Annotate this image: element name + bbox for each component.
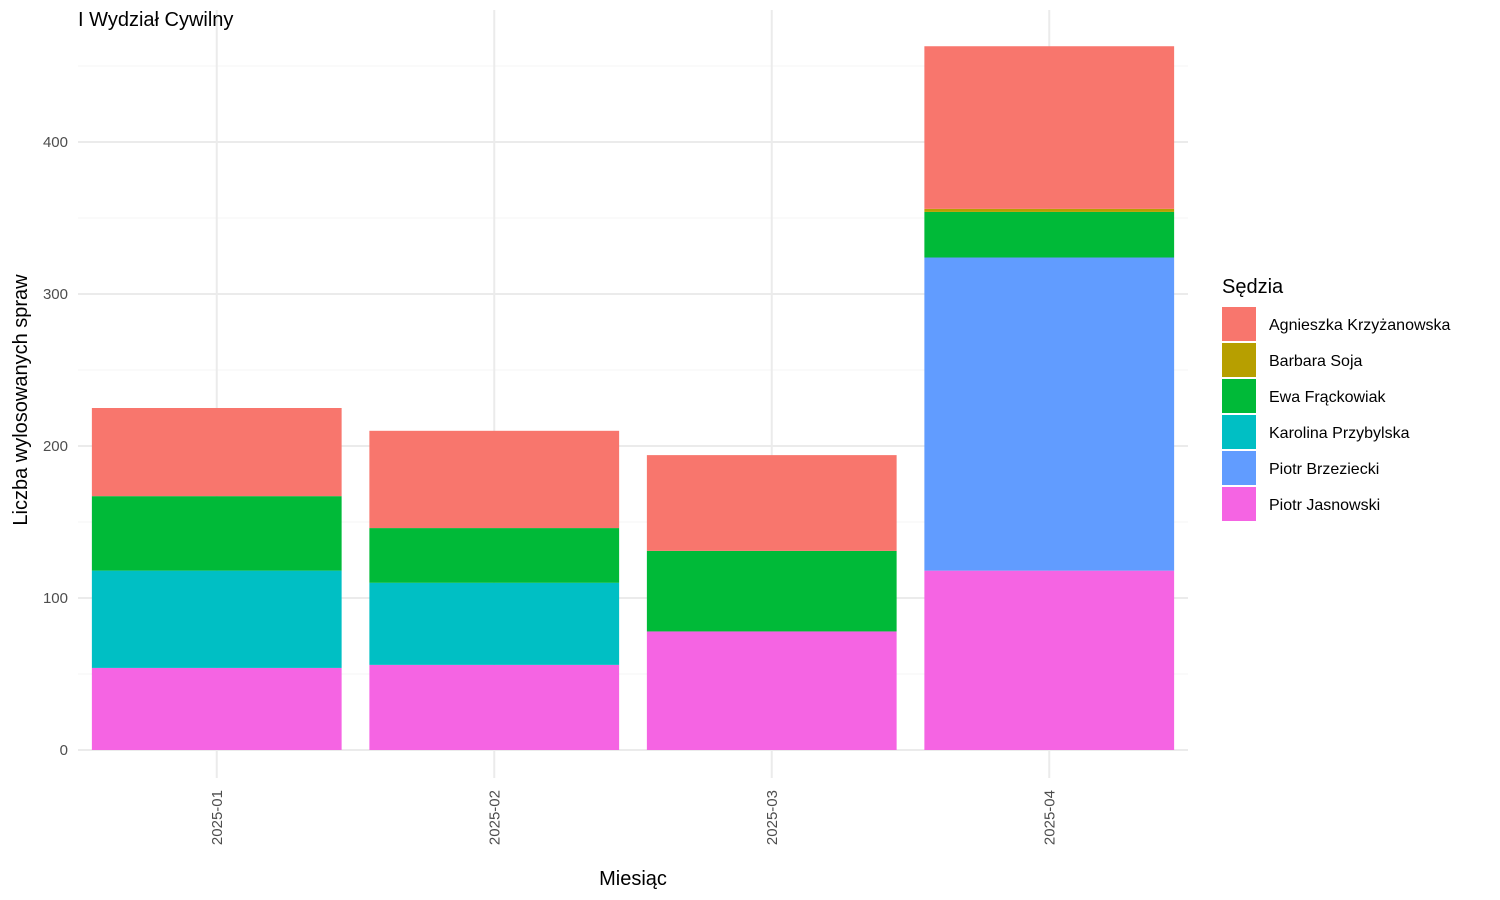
legend-label: Karolina Przybylska xyxy=(1269,425,1410,442)
bar-segment xyxy=(924,257,1175,571)
x-axis-ticks: 2025-01 2025-02 2025-03 2025-04 xyxy=(209,790,1059,845)
y-axis-ticks: 0 100 200 300 400 xyxy=(43,134,68,759)
y-tick-label: 100 xyxy=(43,590,68,607)
x-tick-label: 2025-04 xyxy=(1041,790,1058,845)
y-tick-label: 400 xyxy=(43,134,68,151)
legend-title: Sędzia xyxy=(1222,276,1284,298)
legend-swatch xyxy=(1222,451,1256,485)
bar-segment xyxy=(91,496,342,571)
legend-swatch xyxy=(1222,307,1256,341)
legend-label: Piotr Jasnowski xyxy=(1269,497,1380,514)
bar-segment xyxy=(924,208,1175,212)
legend: Sędzia Agnieszka Krzyżanowska Barbara Soj… xyxy=(1222,276,1451,521)
bar-segment xyxy=(91,408,342,497)
legend-swatch xyxy=(1222,343,1256,377)
bar-segment xyxy=(91,570,342,668)
legend-label: Barbara Soja xyxy=(1269,353,1362,370)
x-tick-label: 2025-03 xyxy=(764,790,781,845)
bar-segment xyxy=(369,664,620,750)
bar-segment xyxy=(924,211,1175,258)
bar-segment xyxy=(369,582,620,665)
y-tick-label: 300 xyxy=(43,286,68,303)
bar-segment xyxy=(924,570,1175,750)
legend-swatch xyxy=(1222,487,1256,521)
bar-segment xyxy=(369,528,620,583)
x-tick-label: 2025-02 xyxy=(486,790,503,845)
bar-segment xyxy=(924,46,1175,209)
bar-segment xyxy=(646,631,897,750)
legend-swatch xyxy=(1222,415,1256,449)
bar-segment xyxy=(646,455,897,551)
x-axis-title: Miesiąc xyxy=(599,868,667,890)
y-axis-title: Liczba wylosowanych spraw xyxy=(10,274,32,526)
y-tick-label: 200 xyxy=(43,438,68,455)
bars xyxy=(91,46,1175,750)
chart-title: I Wydział Cywilny xyxy=(78,9,233,31)
bar-segment xyxy=(646,550,897,632)
legend-swatch xyxy=(1222,379,1256,413)
bar-segment xyxy=(369,430,620,529)
legend-label: Piotr Brzeziecki xyxy=(1269,461,1379,478)
y-tick-label: 0 xyxy=(60,742,68,759)
x-tick-label: 2025-01 xyxy=(209,790,226,845)
legend-label: Agnieszka Krzyżanowska xyxy=(1269,317,1451,334)
legend-label: Ewa Frąckowiak xyxy=(1269,389,1386,406)
bar-segment xyxy=(91,667,342,750)
